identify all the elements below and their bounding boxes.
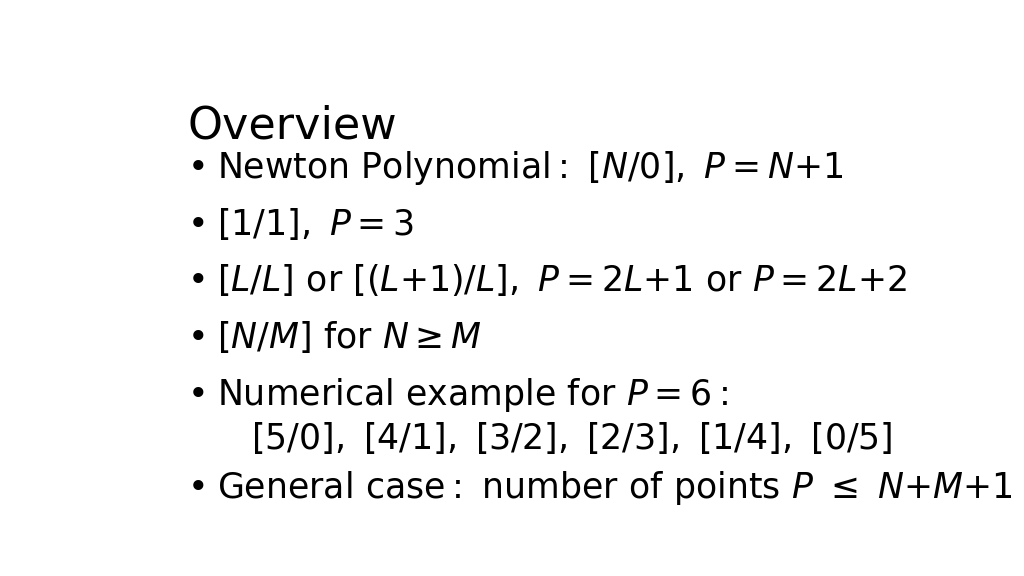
Text: $\mathrm{Numerical\ example\ for\ }$$\mathit{P}$$\mathrm{=6:}$: $\mathrm{Numerical\ example\ for\ }$$\ma… xyxy=(217,376,728,414)
Text: $\mathrm{[}$$\mathit{L}$$\mathrm{/}$$\mathit{L}$$\mathrm{]\ or\ [(}$$\mathit{L}$: $\mathrm{[}$$\mathit{L}$$\mathrm{/}$$\ma… xyxy=(217,262,907,298)
Text: •: • xyxy=(187,471,208,505)
Text: •: • xyxy=(187,321,208,355)
Text: •: • xyxy=(187,151,208,185)
Text: $\mathrm{[5/0],\ [4/1],\ [3/2],\ [2/3],\ [1/4],\ [0/5]}$: $\mathrm{[5/0],\ [4/1],\ [3/2],\ [2/3],\… xyxy=(251,420,893,456)
Text: •: • xyxy=(187,378,208,412)
Text: •: • xyxy=(187,207,208,241)
Text: $\mathrm{[1/1],\ }$$\mathit{P}$$\mathrm{=3}$: $\mathrm{[1/1],\ }$$\mathit{P}$$\mathrm{… xyxy=(217,206,414,241)
Text: Overview: Overview xyxy=(187,105,397,147)
Text: •: • xyxy=(187,264,208,298)
Text: $\mathrm{General\ case:\ number\ of\ points\ }$$\mathit{P}$$\mathrm{\ \leq\ }$$\: $\mathrm{General\ case:\ number\ of\ poi… xyxy=(217,469,1013,507)
Text: $\mathrm{Newton\ Polynomial:\ [}$$\mathit{N}$$\mathrm{/0],\ }$$\mathit{P}$$\math: $\mathrm{Newton\ Polynomial:\ [}$$\mathi… xyxy=(217,149,844,187)
Text: $\mathrm{[}$$\mathit{N}$$\mathrm{/}$$\mathit{M}$$\mathrm{]\ for\ }$$\mathit{N}$$: $\mathrm{[}$$\mathit{N}$$\mathrm{/}$$\ma… xyxy=(217,319,481,355)
